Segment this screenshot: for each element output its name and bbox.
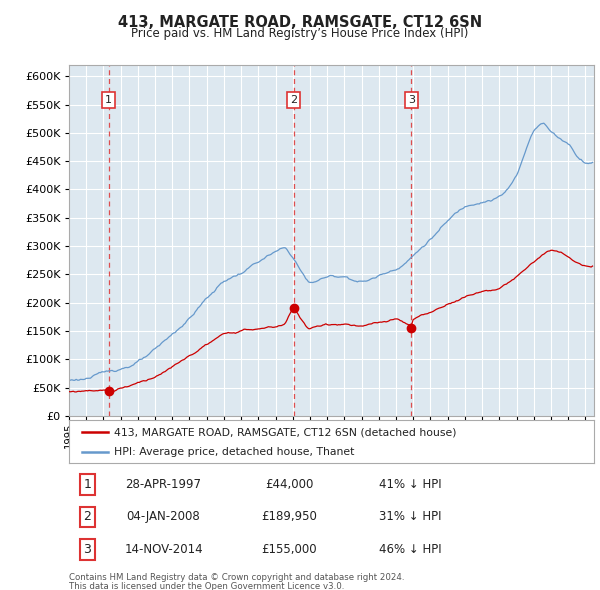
Text: £189,950: £189,950 [262, 510, 317, 523]
Text: 46% ↓ HPI: 46% ↓ HPI [379, 543, 442, 556]
Text: Contains HM Land Registry data © Crown copyright and database right 2024.: Contains HM Land Registry data © Crown c… [69, 573, 404, 582]
Text: 413, MARGATE ROAD, RAMSGATE, CT12 6SN (detached house): 413, MARGATE ROAD, RAMSGATE, CT12 6SN (d… [113, 427, 456, 437]
Text: 28-APR-1997: 28-APR-1997 [125, 478, 202, 491]
Text: Price paid vs. HM Land Registry’s House Price Index (HPI): Price paid vs. HM Land Registry’s House … [131, 27, 469, 40]
Text: This data is licensed under the Open Government Licence v3.0.: This data is licensed under the Open Gov… [69, 582, 344, 590]
Text: 2: 2 [290, 95, 297, 105]
Text: 3: 3 [407, 95, 415, 105]
Text: 31% ↓ HPI: 31% ↓ HPI [379, 510, 442, 523]
Text: 2: 2 [83, 510, 91, 523]
Text: 1: 1 [105, 95, 112, 105]
Text: 3: 3 [83, 543, 91, 556]
Text: HPI: Average price, detached house, Thanet: HPI: Average price, detached house, Than… [113, 447, 354, 457]
Text: 1: 1 [83, 478, 91, 491]
Text: 14-NOV-2014: 14-NOV-2014 [124, 543, 203, 556]
Text: 04-JAN-2008: 04-JAN-2008 [127, 510, 200, 523]
Text: £155,000: £155,000 [262, 543, 317, 556]
Text: 41% ↓ HPI: 41% ↓ HPI [379, 478, 442, 491]
Text: 413, MARGATE ROAD, RAMSGATE, CT12 6SN: 413, MARGATE ROAD, RAMSGATE, CT12 6SN [118, 15, 482, 30]
Text: £44,000: £44,000 [265, 478, 314, 491]
